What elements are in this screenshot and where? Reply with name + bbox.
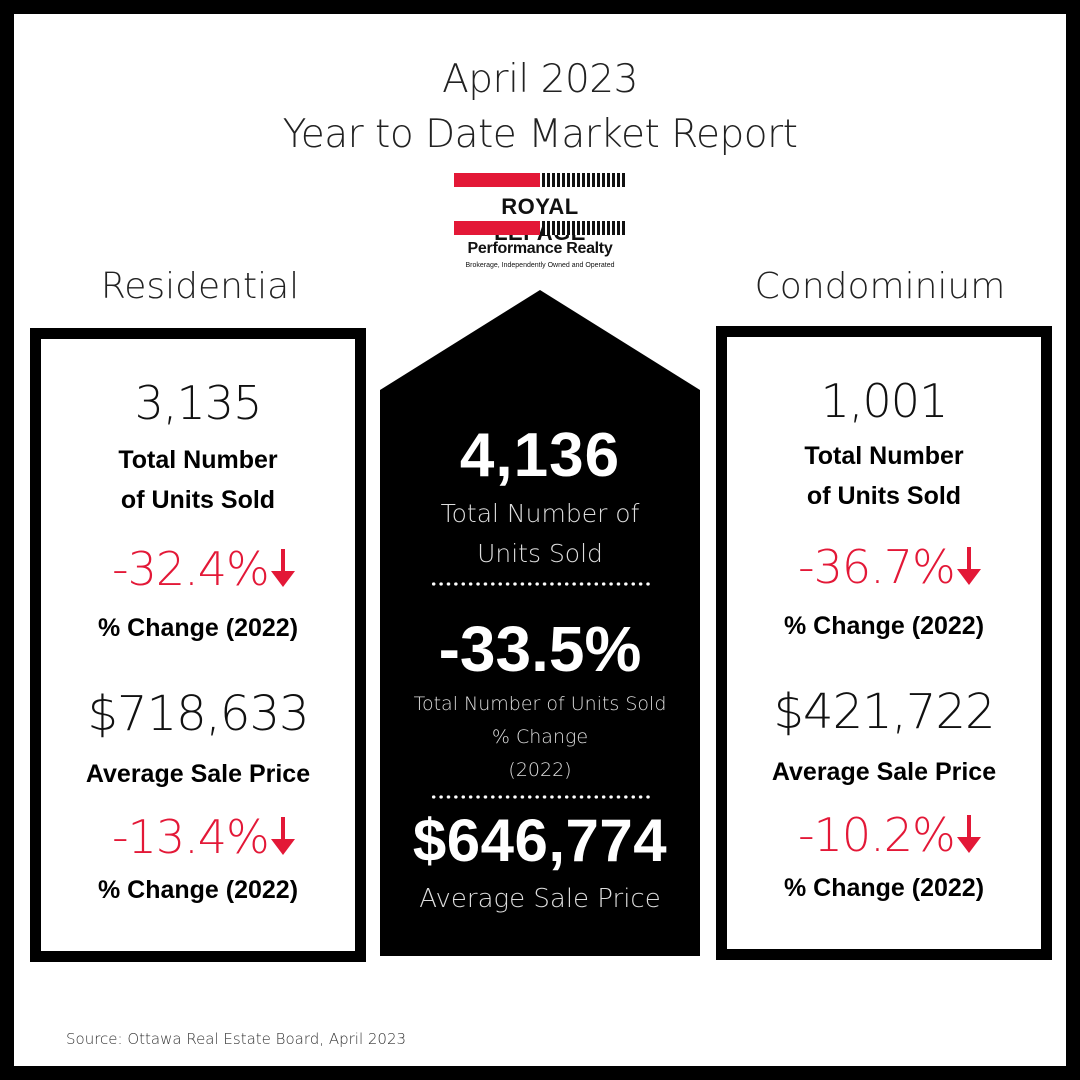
residential-units-change-value: -32.4% — [112, 542, 270, 596]
total-change-label-line-1: Total Number of Units Sold — [413, 693, 667, 715]
condominium-price-change-label: % Change (2022) — [783, 874, 985, 902]
condominium-units-change-label: % Change (2022) — [783, 612, 985, 640]
source-note: Source: Ottawa Real Estate Board, April … — [66, 1030, 407, 1048]
condominium-units-label: Total Number of Units Sold — [716, 436, 1052, 516]
logo-top-bar — [454, 173, 626, 187]
condominium-avg-price-label: Average Sale Price — [771, 758, 997, 786]
total-units-change: -33.5% — [438, 613, 642, 685]
residential-price-change-value: -13.4% — [112, 810, 270, 864]
royal-lepage-logo: ROYAL LEPAGE Performance Realty Brokerag… — [454, 173, 626, 273]
down-arrow-icon — [270, 814, 295, 868]
condominium-price-change-value: -10.2% — [798, 808, 956, 862]
total-units-label: Total Number of Units Sold — [380, 494, 700, 574]
down-arrow-icon — [956, 812, 981, 866]
condominium-units-change-value: -36.7% — [798, 540, 956, 594]
total-avg-price-label: Average Sale Price — [419, 884, 661, 914]
dotted-divider — [430, 795, 652, 799]
total-units-label-line-1: Total Number of — [440, 499, 640, 528]
residential-units-change: -32.4% — [112, 542, 295, 600]
residential-panel — [30, 328, 366, 962]
residential-units: 3,135 — [134, 376, 263, 430]
condominium-units-label-line-1: Total Number — [804, 442, 964, 470]
total-units-change-label: Total Number of Units Sold % Change (202… — [380, 688, 700, 787]
logo-brand: ROYAL LEPAGE — [494, 194, 585, 245]
condominium-heading: Condominium — [754, 266, 1006, 307]
logo-office: Performance Realty — [467, 240, 613, 257]
residential-units-label-line-1: Total Number — [118, 446, 278, 474]
total-avg-price: $646,774 — [412, 807, 668, 874]
residential-avg-price-label: Average Sale Price — [85, 760, 311, 788]
residential-heading: Residential — [100, 266, 300, 307]
condominium-avg-price: $421,722 — [773, 684, 995, 740]
down-arrow-icon — [956, 544, 981, 598]
total-change-label-line-2: % Change — [491, 726, 589, 748]
condominium-units-label-line-2: of Units Sold — [806, 482, 962, 510]
condominium-price-change: -10.2% — [798, 808, 981, 866]
total-units: 4,136 — [459, 421, 621, 490]
total-change-label-line-3: (2022) — [508, 759, 572, 781]
title-line-2: Year to Date Market Report — [282, 112, 798, 157]
condominium-units: 1,001 — [820, 374, 949, 428]
report-title: April 2023 Year to Date Market Report — [0, 52, 1080, 162]
condominium-panel — [716, 326, 1052, 960]
residential-price-change-label: % Change (2022) — [97, 876, 299, 904]
condominium-units-change: -36.7% — [798, 540, 981, 598]
title-line-1: April 2023 — [442, 57, 638, 102]
total-units-label-line-2: Units Sold — [477, 539, 603, 568]
residential-units-label: Total Number of Units Sold — [30, 440, 366, 520]
logo-tagline: Brokerage, Independently Owned and Opera… — [465, 262, 615, 269]
dotted-divider — [430, 582, 652, 586]
residential-price-change: -13.4% — [112, 810, 295, 868]
residential-units-label-line-2: of Units Sold — [120, 486, 276, 514]
residential-avg-price: $718,633 — [87, 686, 309, 742]
logo-bottom-bar — [454, 221, 626, 235]
total-house-shape — [380, 290, 700, 956]
down-arrow-icon — [270, 546, 295, 600]
residential-units-change-label: % Change (2022) — [97, 614, 299, 642]
